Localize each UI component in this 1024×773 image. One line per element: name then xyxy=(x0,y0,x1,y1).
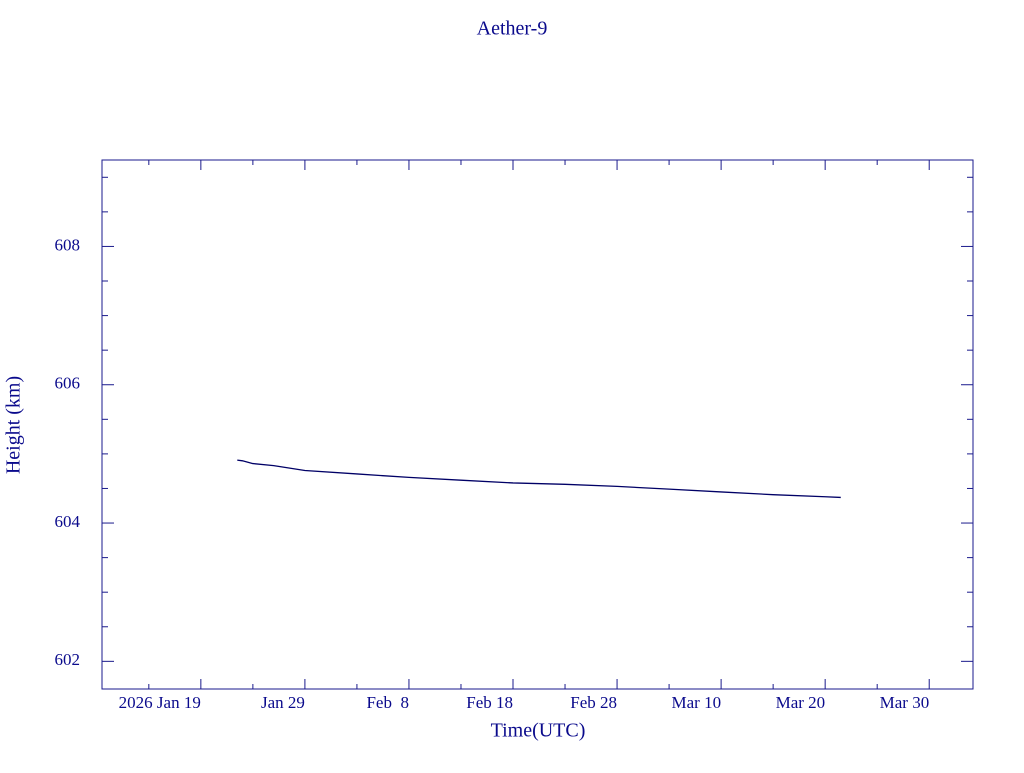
y-tick-label: 604 xyxy=(55,512,81,531)
x-tick-label: Jan 29 xyxy=(261,693,305,712)
x-tick-label: Mar 10 xyxy=(672,693,722,712)
x-tick-label: Feb 28 xyxy=(570,693,617,712)
y-tick-label: 602 xyxy=(55,650,81,669)
y-tick-label: 608 xyxy=(55,235,81,254)
x-tick-label: Mar 20 xyxy=(776,693,826,712)
x-tick-label: Feb 18 xyxy=(466,693,513,712)
data-line xyxy=(237,459,841,499)
y-axis-title: Height (km) xyxy=(3,376,25,474)
x-axis-title: Time(UTC) xyxy=(491,720,586,742)
x-tick-label: Mar 30 xyxy=(880,693,930,712)
plot-frame xyxy=(101,159,974,690)
x-tick-label: 2026 Jan 19 xyxy=(119,693,201,712)
chart-title: Aether-9 xyxy=(477,18,548,40)
y-tick-label: 606 xyxy=(55,374,81,393)
x-tick-label: Feb 8 xyxy=(366,693,409,712)
